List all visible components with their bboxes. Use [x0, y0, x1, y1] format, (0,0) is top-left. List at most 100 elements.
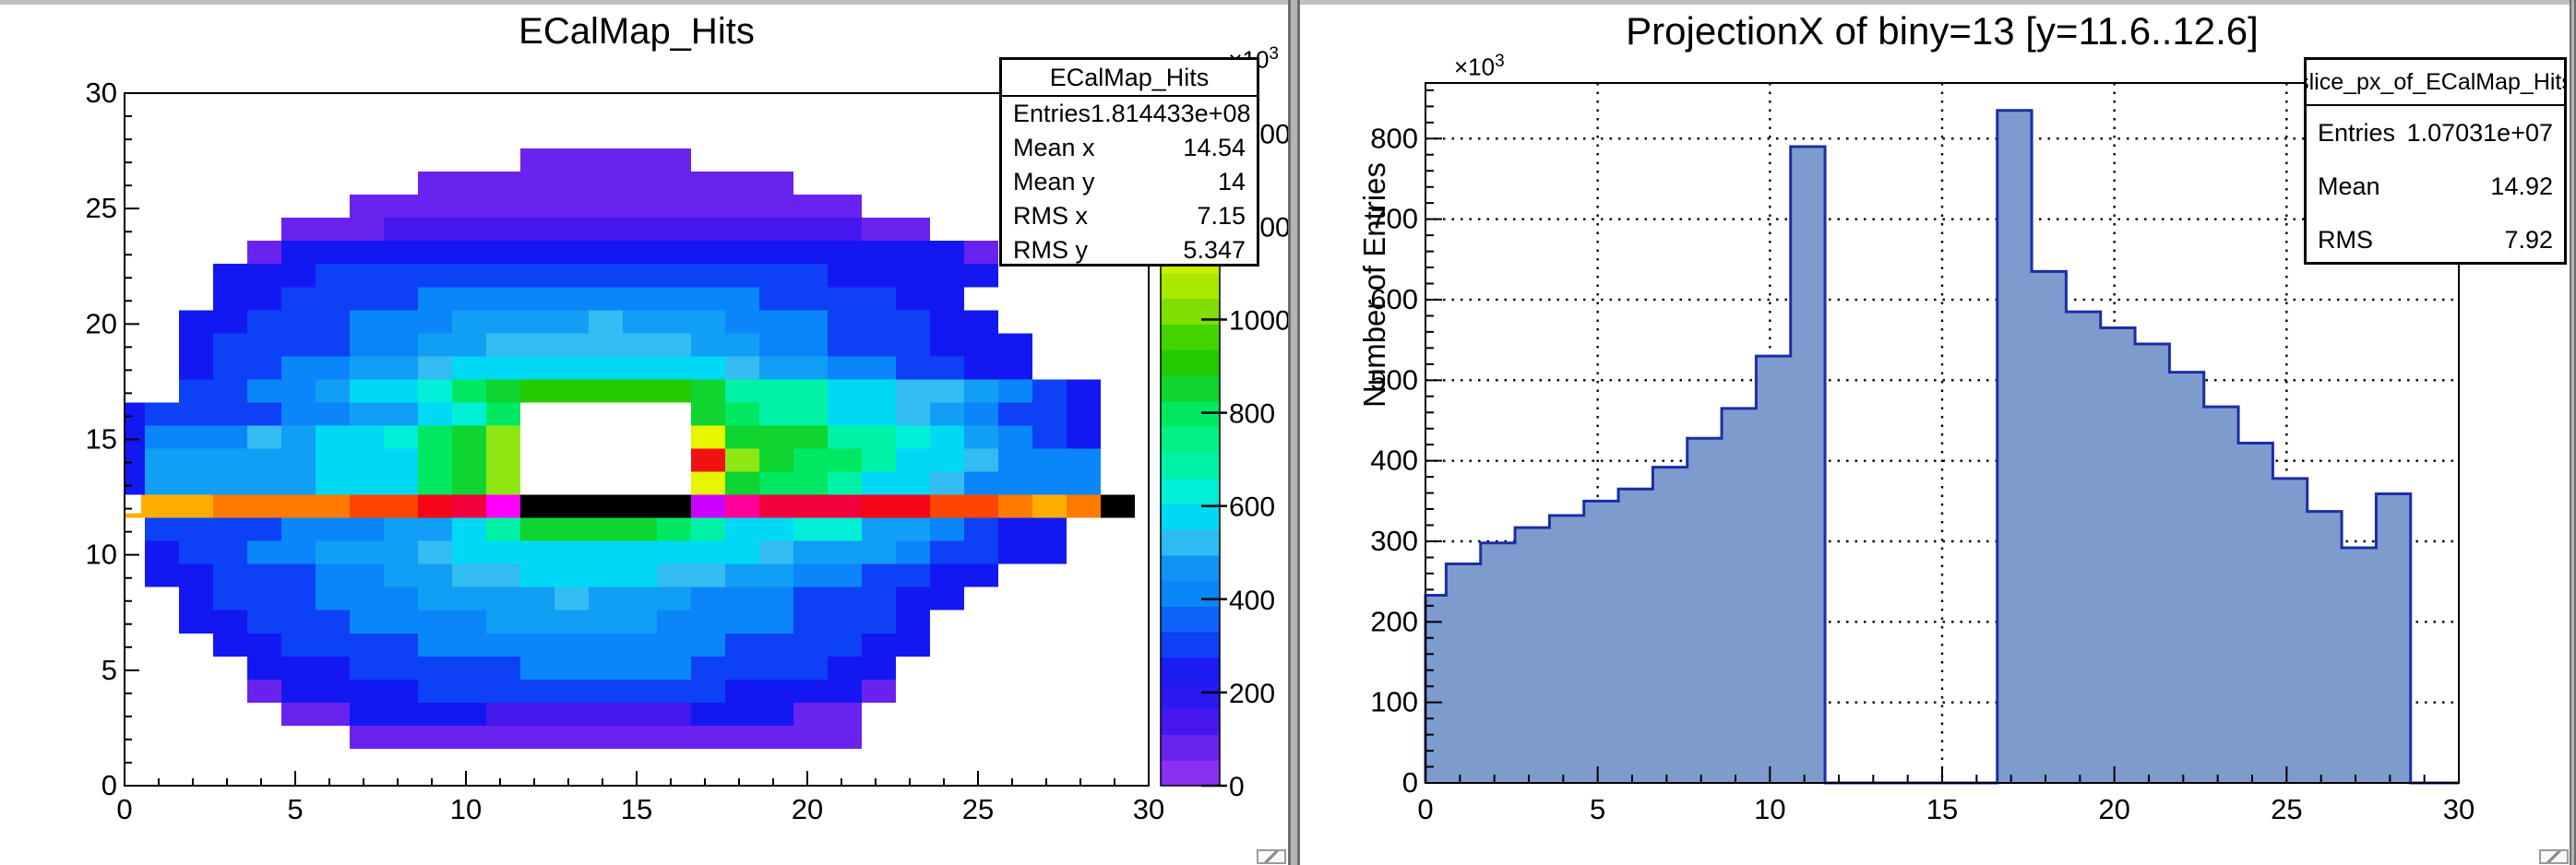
- heatmap-cell[interactable]: [213, 264, 248, 288]
- heatmap-cell[interactable]: [247, 264, 282, 288]
- heatmap-cell[interactable]: [350, 264, 385, 288]
- heatmap-cell[interactable]: [725, 517, 760, 541]
- heatmap-cell[interactable]: [657, 264, 692, 288]
- heatmap-cell[interactable]: [691, 448, 726, 472]
- heatmap-cell[interactable]: [125, 402, 146, 426]
- heatmap-cell[interactable]: [418, 448, 453, 472]
- heatmap-cell[interactable]: [930, 540, 965, 564]
- heatmap-cell[interactable]: [691, 610, 726, 634]
- heatmap-cell[interactable]: [145, 471, 180, 495]
- heatmap-cell[interactable]: [350, 725, 385, 749]
- heatmap-cell[interactable]: [316, 494, 351, 518]
- heatmap-cell[interactable]: [998, 448, 1033, 472]
- heatmap-cell[interactable]: [452, 287, 487, 311]
- heatmap-cell[interactable]: [930, 448, 965, 472]
- right-pad-resize-grip[interactable]: [2539, 849, 2569, 864]
- heatmap-cell[interactable]: [486, 310, 521, 334]
- heatmap-cell[interactable]: [179, 333, 214, 357]
- heatmap-cell[interactable]: [862, 587, 897, 610]
- heatmap-cell[interactable]: [793, 633, 829, 657]
- heatmap-cell[interactable]: [281, 333, 316, 357]
- heatmap-cell[interactable]: [725, 264, 760, 288]
- heatmap-cell[interactable]: [862, 517, 897, 541]
- heatmap-cell[interactable]: [418, 471, 453, 495]
- heatmap-cell[interactable]: [896, 310, 931, 334]
- heatmap-cell[interactable]: [486, 195, 521, 219]
- heatmap-cell[interactable]: [589, 287, 624, 311]
- heatmap-cell[interactable]: [418, 540, 453, 564]
- heatmap-cell[interactable]: [316, 702, 351, 726]
- heatmap-cell[interactable]: [384, 448, 419, 472]
- heatmap-cell[interactable]: [384, 610, 419, 634]
- heatmap-cell[interactable]: [247, 448, 282, 472]
- heatmap-cell[interactable]: [691, 287, 726, 311]
- heatmap-cell[interactable]: [589, 679, 624, 703]
- heatmap-cell[interactable]: [145, 563, 180, 587]
- heatmap-cell[interactable]: [281, 563, 316, 587]
- heatmap-cell[interactable]: [793, 656, 829, 680]
- heatmap-cell[interactable]: [247, 287, 282, 311]
- heatmap-cell[interactable]: [555, 587, 590, 610]
- heatmap-cell[interactable]: [896, 494, 931, 518]
- heatmap-cell[interactable]: [930, 310, 965, 334]
- heatmap-cell[interactable]: [862, 656, 897, 680]
- heatmap-cell[interactable]: [555, 494, 590, 518]
- heatmap-cell[interactable]: [179, 587, 214, 610]
- heatmap-cell[interactable]: [281, 587, 316, 610]
- histogram-fill[interactable]: [1425, 110, 2459, 783]
- heatmap-cell[interactable]: [862, 402, 897, 426]
- heatmap-cell[interactable]: [623, 264, 658, 288]
- heatmap-cell[interactable]: [759, 587, 794, 610]
- heatmap-cell[interactable]: [657, 517, 692, 541]
- heatmap-cell[interactable]: [793, 702, 829, 726]
- heatmap-cell[interactable]: [623, 679, 658, 703]
- heatmap-cell[interactable]: [691, 633, 726, 657]
- heatmap-cell[interactable]: [213, 563, 248, 587]
- heatmap-cell[interactable]: [125, 471, 146, 495]
- heatmap-cell[interactable]: [418, 425, 453, 449]
- heatmap-cell[interactable]: [896, 218, 931, 242]
- heatmap-cell[interactable]: [1032, 379, 1067, 403]
- heatmap-cell[interactable]: [725, 356, 760, 380]
- heatmap-cell[interactable]: [452, 494, 487, 518]
- heatmap-cell[interactable]: [486, 679, 521, 703]
- heatmap-cell[interactable]: [759, 218, 794, 242]
- heatmap-cell[interactable]: [725, 172, 760, 196]
- heatmap-cell[interactable]: [384, 679, 419, 703]
- heatmap-cell[interactable]: [759, 425, 794, 449]
- heatmap-cell[interactable]: [281, 425, 316, 449]
- heatmap-cell[interactable]: [759, 471, 794, 495]
- heatmap-cell[interactable]: [828, 310, 863, 334]
- heatmap-cell[interactable]: [213, 379, 248, 403]
- heatmap-cell[interactable]: [452, 725, 487, 749]
- heatmap-cell[interactable]: [862, 264, 897, 288]
- heatmap-cell[interactable]: [555, 148, 590, 172]
- right-stats-box[interactable]: slice_px_of_ECalMap_Hits Entries 1.07031…: [2304, 57, 2567, 265]
- heatmap-cell[interactable]: [486, 379, 521, 403]
- heatmap-cell[interactable]: [998, 402, 1033, 426]
- heatmap-cell[interactable]: [125, 448, 146, 472]
- heatmap-cell[interactable]: [759, 702, 794, 726]
- heatmap-cell[interactable]: [418, 310, 453, 334]
- heatmap-cell[interactable]: [691, 725, 726, 749]
- heatmap-cell[interactable]: [896, 610, 931, 634]
- left-pad-resize-grip[interactable]: [1257, 849, 1286, 864]
- heatmap-cell[interactable]: [1067, 379, 1102, 403]
- heatmap-cell[interactable]: [589, 264, 624, 288]
- heatmap-cell[interactable]: [759, 402, 794, 426]
- heatmap-cell[interactable]: [862, 425, 897, 449]
- heatmap-cell[interactable]: [555, 517, 590, 541]
- heatmap-cell[interactable]: [452, 310, 487, 334]
- heatmap-cell[interactable]: [589, 333, 624, 357]
- heatmap-cell[interactable]: [486, 587, 521, 610]
- heatmap-cell[interactable]: [862, 333, 897, 357]
- heatmap-cell[interactable]: [1067, 494, 1102, 518]
- heatmap-cell[interactable]: [964, 241, 999, 265]
- heatmap-cell[interactable]: [418, 633, 453, 657]
- heatmap-cell[interactable]: [1067, 471, 1102, 495]
- heatmap-cell[interactable]: [930, 402, 965, 426]
- heatmap-cell[interactable]: [452, 241, 487, 265]
- heatmap-cell[interactable]: [520, 679, 555, 703]
- heatmap-cell[interactable]: [691, 356, 726, 380]
- heatmap-cell[interactable]: [657, 656, 692, 680]
